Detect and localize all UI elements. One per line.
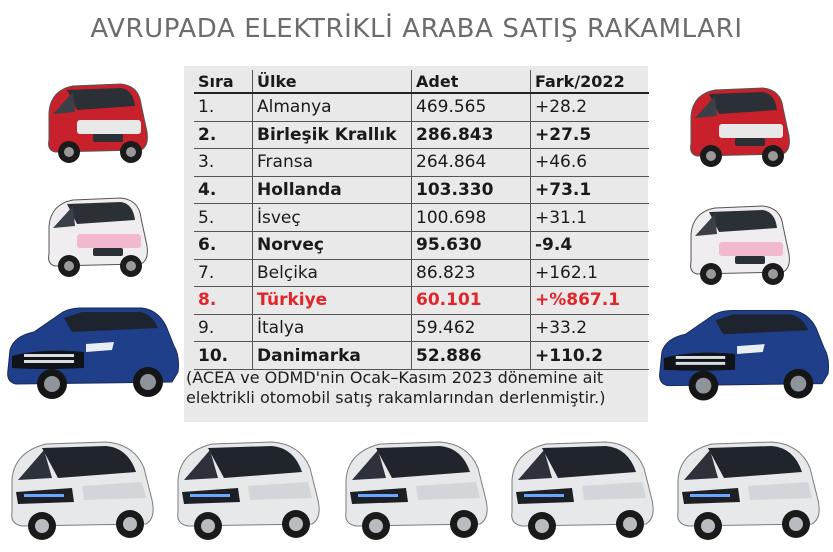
source-note-line-1: (ACEA ve ODMD'nin Ocak–Kasım 2023 dönemi… xyxy=(186,368,604,387)
rank-cell: 2. xyxy=(194,121,253,150)
diff-cell: +28.2 xyxy=(530,93,649,122)
count-cell: 95.630 xyxy=(411,231,531,260)
table-row: 3. Fransa 264.864 +46.6 xyxy=(194,148,649,177)
rank-cell: 3. xyxy=(194,148,253,177)
red-microcar-right-image xyxy=(676,78,802,178)
table-row: 8. Türkiye 60.101 +%867.1 xyxy=(194,286,649,315)
count-cell: 100.698 xyxy=(411,203,531,232)
count-cell: 59.462 xyxy=(411,314,531,343)
count-cell: 60.101 xyxy=(411,286,531,315)
page-title: AVRUPADA ELEKTRİKLİ ARABA SATIŞ RAKAMLAR… xyxy=(90,14,743,44)
white-microcar-image xyxy=(502,428,662,548)
country-cell: Almanya xyxy=(252,93,412,122)
rank-cell: 4. xyxy=(194,176,253,205)
sales-table: Sıra Ülke Adet Fark/2022 1. Almanya 469.56… xyxy=(194,70,649,370)
rank-cell: 8. xyxy=(194,286,253,315)
rank-cell: 6. xyxy=(194,231,253,260)
country-cell: Norveç xyxy=(252,231,412,260)
table-row: 4. Hollanda 103.330 +73.1 xyxy=(194,176,649,205)
country-cell: Hollanda xyxy=(252,176,412,205)
count-cell: 52.886 xyxy=(411,341,531,370)
header-rank: Sıra xyxy=(194,70,253,94)
count-cell: 103.330 xyxy=(411,176,531,205)
diff-cell: +27.5 xyxy=(530,121,649,150)
table-row: 1. Almanya 469.565 +28.2 xyxy=(194,93,649,122)
diff-cell: +%867.1 xyxy=(530,286,649,315)
source-note: (ACEA ve ODMD'nin Ocak–Kasım 2023 dönemi… xyxy=(186,368,648,408)
table-row: 7. Belçika 86.823 +162.1 xyxy=(194,259,649,288)
count-cell: 469.565 xyxy=(411,93,531,122)
table-header-row: Sıra Ülke Adet Fark/2022 xyxy=(194,70,649,94)
diff-cell: +46.6 xyxy=(530,148,649,177)
diff-cell: -9.4 xyxy=(530,231,649,260)
country-cell: Fransa xyxy=(252,148,412,177)
rank-cell: 9. xyxy=(194,314,253,343)
diff-cell: +73.1 xyxy=(530,176,649,205)
white-microcar-image xyxy=(2,428,162,548)
rank-cell: 7. xyxy=(194,259,253,288)
table-row: 6. Norveç 95.630 -9.4 xyxy=(194,231,649,260)
blue-suv-left-image xyxy=(2,296,182,406)
header-count: Adet xyxy=(411,70,531,94)
country-cell: Belçika xyxy=(252,259,412,288)
header-diff: Fark/2022 xyxy=(530,70,649,94)
country-cell: İtalya xyxy=(252,314,412,343)
country-cell: İsveç xyxy=(252,203,412,232)
diff-cell: +33.2 xyxy=(530,314,649,343)
count-cell: 86.823 xyxy=(411,259,531,288)
header-country: Ülke xyxy=(252,70,412,94)
country-cell: Birleşik Krallık xyxy=(252,121,412,150)
rank-cell: 1. xyxy=(194,93,253,122)
red-microcar-left-image xyxy=(34,74,160,174)
diff-cell: +110.2 xyxy=(530,341,649,370)
table-row: 10. Danimarka 52.886 +110.2 xyxy=(194,341,649,370)
diff-cell: +31.1 xyxy=(530,203,649,232)
white-microcar-image xyxy=(668,428,828,548)
rank-cell: 10. xyxy=(194,341,253,370)
pink-microcar-right-image xyxy=(676,196,802,296)
white-microcar-image xyxy=(336,428,496,548)
table-row: 2. Birleşik Krallık 286.843 +27.5 xyxy=(194,121,649,150)
country-cell: Türkiye xyxy=(252,286,412,315)
table-row: 9. İtalya 59.462 +33.2 xyxy=(194,314,649,343)
count-cell: 264.864 xyxy=(411,148,531,177)
diff-cell: +162.1 xyxy=(530,259,649,288)
count-cell: 286.843 xyxy=(411,121,531,150)
white-microcar-image xyxy=(168,428,328,548)
pink-microcar-left-image xyxy=(34,188,160,288)
rank-cell: 5. xyxy=(194,203,253,232)
table-row: 5. İsveç 100.698 +31.1 xyxy=(194,203,649,232)
source-note-line-2: elektrikli otomobil satış rakamlarından … xyxy=(186,388,606,407)
country-cell: Danimarka xyxy=(252,341,412,370)
blue-suv-right-image xyxy=(654,298,832,408)
